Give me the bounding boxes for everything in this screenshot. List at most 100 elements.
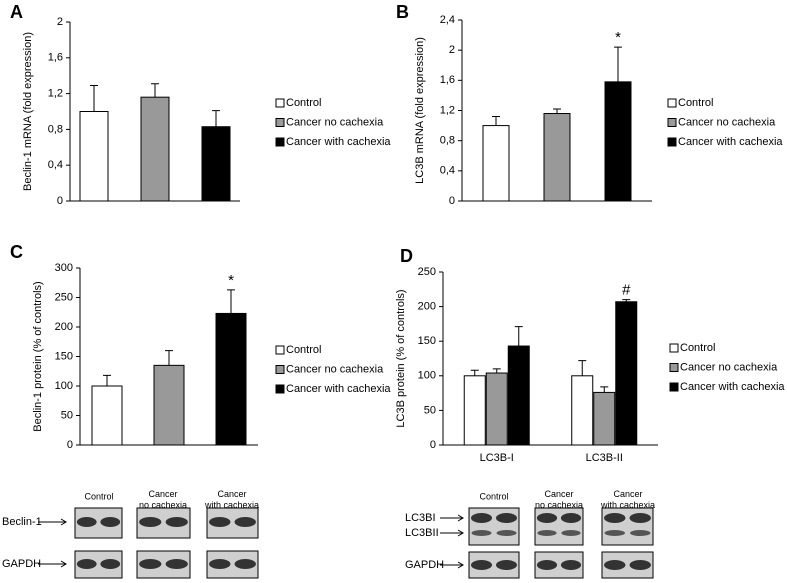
legend-label: Control [680,342,715,354]
blot-image [468,507,520,546]
y-tick-label: 0 [57,195,63,207]
bar [485,372,508,446]
legend-swatch [667,137,677,147]
bar [571,375,594,446]
legend-label: Cancer with cachexia [286,383,391,395]
bar [463,375,486,446]
blot-band [100,517,121,527]
blot-band [536,560,558,570]
legend-swatch [275,365,285,374]
blot-band [629,560,651,570]
arrow [440,561,464,569]
bar [91,385,123,446]
blot-image [534,507,584,546]
blot-group-label: Control [84,491,113,501]
error-bar [165,350,173,366]
error-bar [103,374,111,386]
legend-swatch [669,363,679,372]
blot-band [629,513,651,523]
y-tick-label: 250 [418,266,436,278]
blot-group-label: no cachexia [139,500,187,510]
y-tick-label: 250 [55,291,73,303]
blot-band [165,517,188,527]
significance-mark: # [622,282,631,299]
blot-band [209,559,231,569]
arrow [440,529,464,537]
blot-band [560,560,582,570]
y-tick-label: 2 [449,44,455,56]
y-tick-label: 1,2 [48,88,63,100]
legend-swatch [669,343,679,353]
blot-band [471,513,492,523]
significance-mark: * [228,272,234,289]
y-axis-title: LC3B protein (% of controls) [395,289,407,427]
blot-band [536,513,558,523]
y-tick-label: 0,8 [440,135,455,147]
blot-group-label: with cachexia [204,500,259,510]
blot-band [604,513,626,523]
bar [482,125,510,202]
legend-label: Cancer no cachexia [678,116,776,128]
error-bar [90,85,98,112]
blot-band [496,530,517,536]
legend-label: Control [286,97,321,109]
legend-swatch [667,98,677,108]
error-bar [553,108,561,114]
blot-row-label: LC3BII [405,527,439,539]
y-tick-label: 150 [418,335,436,347]
panel-label: D [400,246,413,266]
error-bar [578,360,587,376]
legend-swatch [275,118,285,127]
legend-swatch [275,98,285,108]
blot-row-label: Beclin-1 [2,516,42,528]
blot-group-label: Control [479,491,508,501]
error-bar [600,386,609,393]
blot-band [604,530,625,536]
blot-row-label: GAPDH [2,558,41,570]
blot-band [630,530,651,536]
legend-swatch [667,118,677,127]
blot-band [537,530,557,536]
error-bar [622,299,631,302]
legend-label: Control [678,97,713,109]
blot-band [139,559,162,569]
y-tick-label: 50 [424,404,436,416]
blot-band [76,559,97,569]
bar [140,96,170,202]
y-tick-label: 0,4 [48,159,63,171]
x-tick-label: LC3B-I [480,452,514,464]
panel-label: B [396,2,409,22]
y-tick-label: 300 [55,262,73,274]
bar [201,126,231,202]
blot-row-label: LC3BI [405,512,436,524]
legend-label: Control [286,344,321,356]
y-tick-label: 100 [55,380,73,392]
y-tick-label: 1,6 [440,74,455,86]
blot-band [496,513,517,523]
panel-label: C [10,242,23,262]
arrow [38,560,67,568]
y-axis-title: Beclin-1 mRNA (fold expression) [22,32,34,191]
blot-band [471,530,492,536]
bar [507,345,530,446]
blot-band [471,560,492,570]
arrow [38,518,67,526]
bar [543,113,571,202]
x-tick-label: LC3B-II [586,452,623,464]
legend-label: Cancer no cachexia [286,116,384,128]
blot-band [560,513,582,523]
bar [215,312,247,446]
y-tick-label: 0 [67,439,73,451]
error-bar [492,116,500,126]
blot-band [561,530,581,536]
y-tick-label: 200 [418,301,436,313]
bar [79,111,109,202]
blot-band [234,517,256,527]
y-axis-title: Beclin-1 protein (% of controls) [32,281,44,431]
legend-label: Cancer no cachexia [680,361,778,373]
y-tick-label: 0,4 [440,165,455,177]
y-tick-label: 0 [430,439,436,451]
y-tick-label: 100 [418,370,436,382]
blot-band [165,559,188,569]
y-tick-label: 0,8 [48,123,63,135]
